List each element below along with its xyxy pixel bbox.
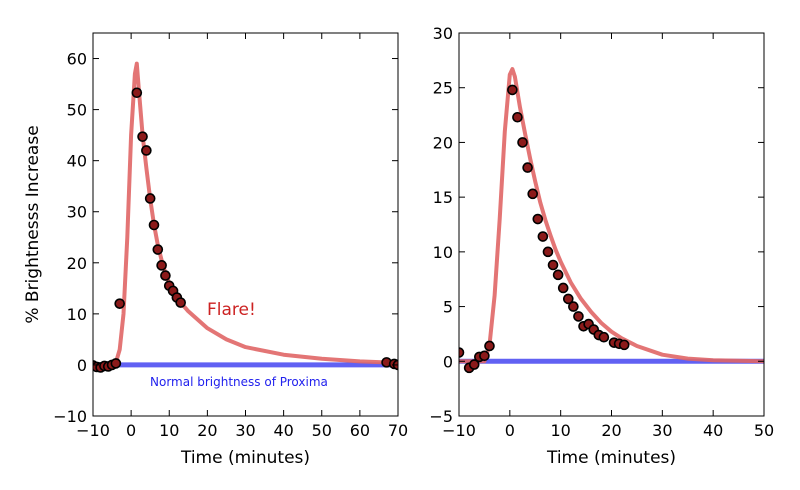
right-y-tick-label: 15	[433, 188, 453, 207]
right-y-tick-label: 0	[443, 352, 453, 371]
right-axis-ticks: −10 0 10 20 30 40 50 −5 0 5 10 15 20 25 30	[429, 24, 774, 440]
right-data-point	[532, 213, 544, 225]
left-y-tick-label: 60	[67, 50, 87, 69]
right-data-point	[568, 301, 579, 312]
right-y-tick-label: 20	[433, 133, 453, 152]
left-data-point	[148, 219, 160, 231]
flare-annotation: Flare!	[207, 300, 256, 320]
right-data-point	[552, 269, 564, 281]
normal-brightness-annotation: Normal brightness of Proxima	[150, 375, 328, 389]
right-data-point	[517, 137, 528, 148]
right-data-point	[537, 231, 549, 242]
left-data-point	[131, 87, 143, 99]
right-data-point	[522, 162, 533, 173]
right-x-tick-label: 0	[505, 421, 515, 440]
left-x-tick-label: 40	[273, 421, 293, 440]
left-x-tick-label: 30	[235, 421, 255, 440]
left-y-tick-label: 50	[67, 101, 87, 120]
right-data-point	[598, 331, 610, 343]
right-data-point	[573, 311, 584, 322]
left-data-point	[110, 358, 122, 369]
left-x-tick-label: 0	[126, 421, 136, 440]
right-data-point	[459, 347, 465, 358]
right-data-point	[468, 359, 480, 370]
right-x-tick-label: 50	[754, 421, 774, 440]
left-x-tick-label: 20	[197, 421, 217, 440]
right-plot-area	[459, 67, 764, 374]
right-chart: −10 0 10 20 30 40 50 −5 0 5 10 15 20 25 30 Time (minut…	[429, 24, 774, 468]
right-model-curve	[459, 67, 764, 364]
left-x-tick-label: 50	[312, 421, 332, 440]
right-data-point	[557, 282, 569, 294]
left-data-point	[175, 297, 186, 308]
left-y-tick-label: 20	[67, 254, 87, 273]
left-x-axis-label: Time (minutes)	[180, 448, 310, 468]
right-data-point	[484, 340, 495, 352]
right-x-tick-label: 10	[550, 421, 570, 440]
left-x-tick-label: 60	[350, 421, 370, 440]
left-data-point	[156, 260, 167, 271]
left-data-point	[160, 270, 171, 281]
right-data-point	[507, 84, 518, 96]
right-y-tick-label: 5	[443, 298, 453, 317]
right-y-tick-label: −5	[429, 407, 453, 426]
right-x-tick-label: 40	[703, 421, 723, 440]
right-data-point	[527, 188, 539, 200]
right-data-point	[479, 350, 490, 362]
left-data-point	[141, 145, 152, 156]
left-y-tick-label: 40	[67, 152, 87, 171]
left-data-point	[152, 244, 164, 255]
left-plot-area	[93, 61, 398, 373]
right-data-point	[512, 111, 523, 123]
right-data-point	[618, 339, 630, 351]
left-data-point	[114, 298, 125, 309]
left-x-tick-label: 10	[159, 421, 179, 440]
right-data-point	[542, 246, 554, 258]
right-y-tick-label: 30	[433, 24, 453, 43]
left-data-point	[144, 193, 156, 204]
right-data-point	[562, 293, 574, 305]
left-y-tick-label: 0	[77, 356, 87, 375]
left-y-tick-label: −10	[53, 407, 87, 426]
right-x-tick-label: −10	[442, 421, 476, 440]
left-axis-ticks: −10 0 10 20 30 40 50 60 70 −10 0 10 20 30 40 50 60	[53, 33, 408, 440]
left-x-tick-label: 70	[388, 421, 408, 440]
right-x-tick-label: 20	[601, 421, 621, 440]
right-x-axis-label: Time (minutes)	[546, 448, 676, 468]
left-y-axis-label: % Brightnesss Increase	[23, 125, 43, 323]
left-chart: −10 0 10 20 30 40 50 60 70 −10 0 10 20 30 40 50 60 Time …	[23, 32, 408, 468]
right-y-tick-label: 25	[433, 79, 453, 98]
left-y-tick-label: 30	[67, 203, 87, 222]
left-data-point	[137, 131, 148, 142]
left-x-tick-label: −10	[76, 421, 110, 440]
right-data-point	[547, 259, 559, 271]
left-y-tick-label: 10	[67, 305, 87, 324]
right-y-tick-label: 10	[433, 243, 453, 262]
right-x-tick-label: 30	[652, 421, 672, 440]
